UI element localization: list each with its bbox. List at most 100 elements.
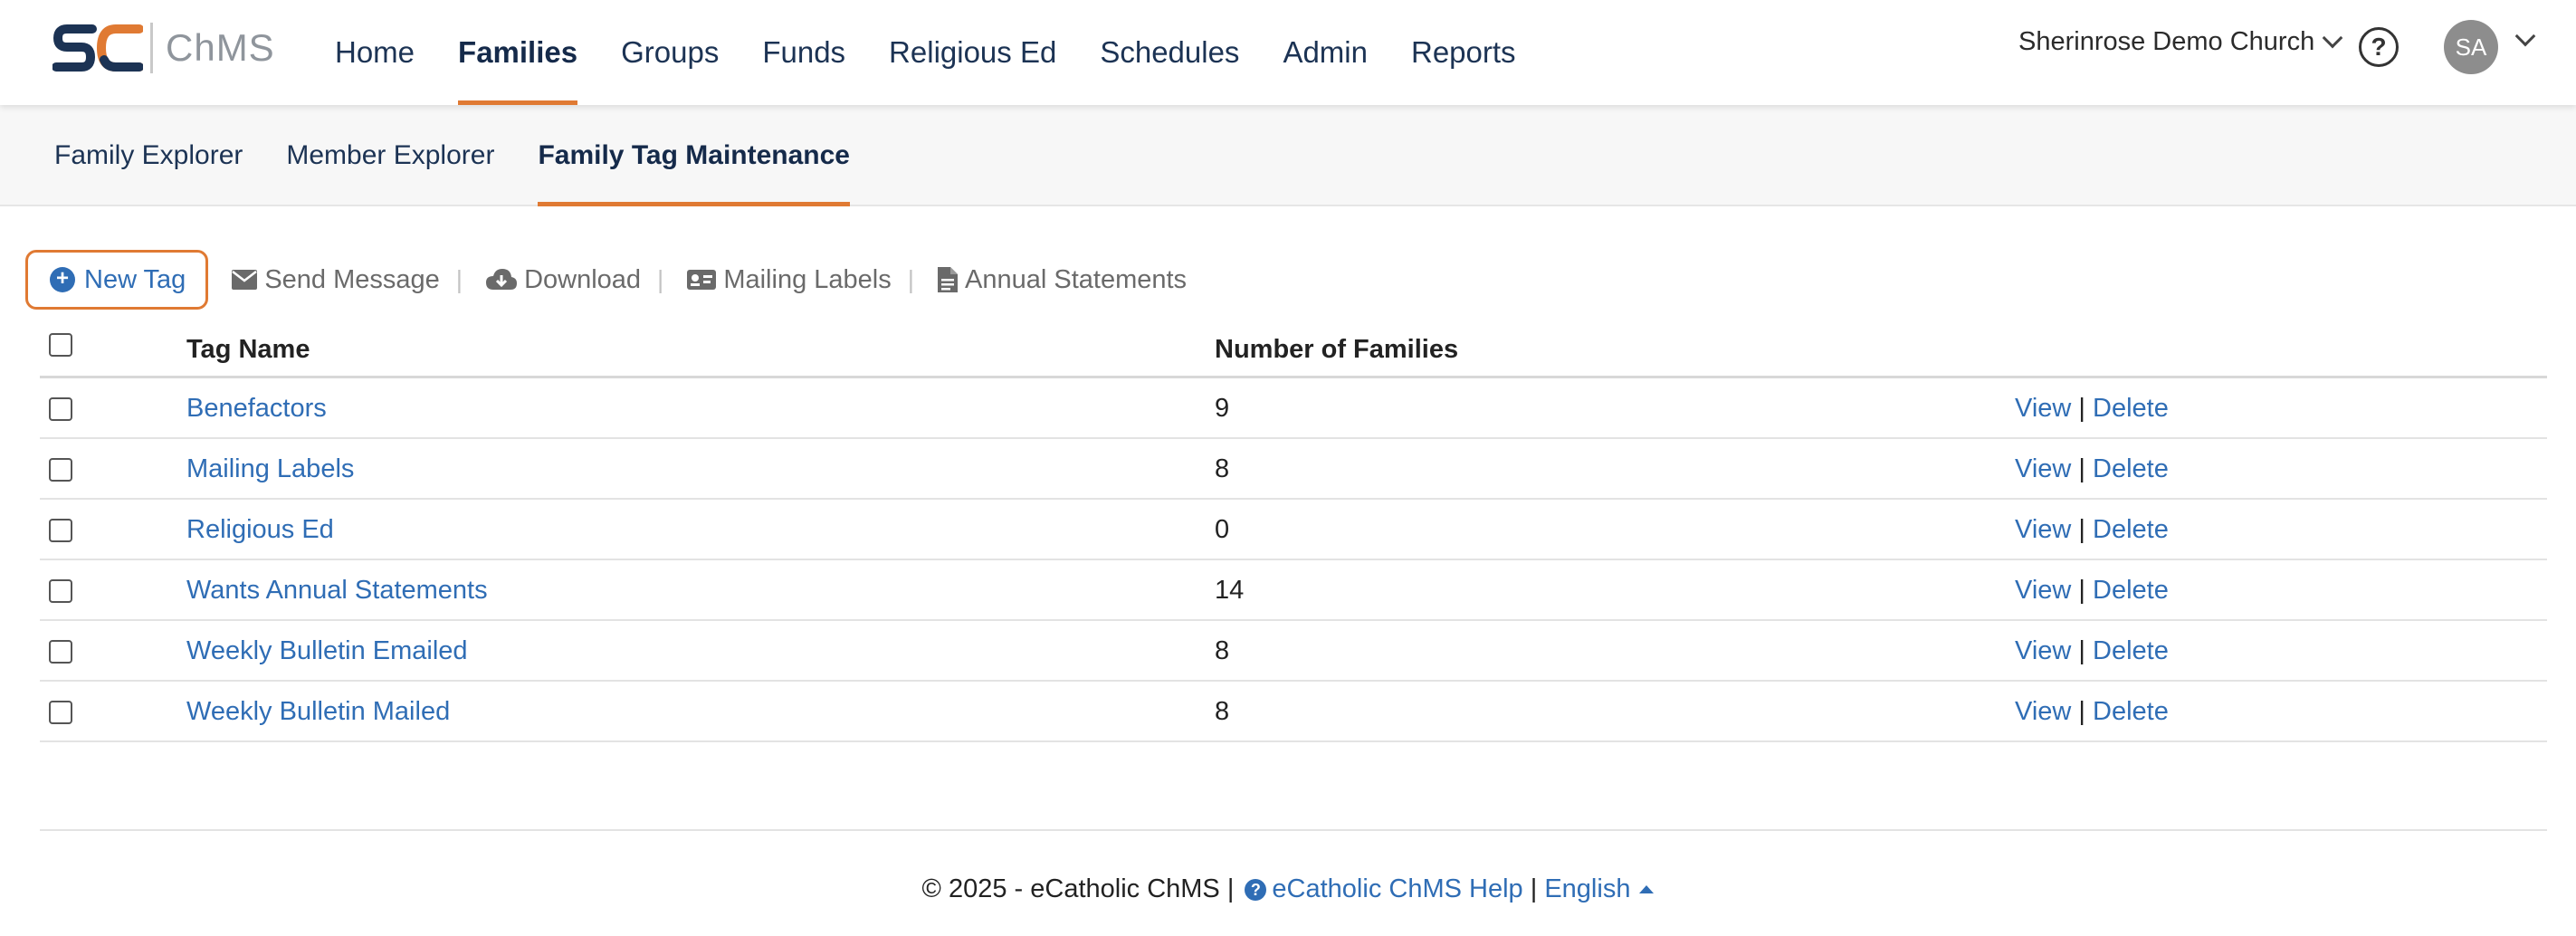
- mailing-labels-label: Mailing Labels: [723, 264, 892, 294]
- view-link[interactable]: View: [2015, 636, 2072, 665]
- new-tag-label: New Tag: [84, 264, 186, 294]
- table-header: Tag Name Number of Families: [40, 317, 2547, 378]
- download-label: Download: [524, 264, 642, 294]
- tag-name-link[interactable]: Wants Annual Statements: [186, 576, 488, 605]
- view-link[interactable]: View: [2015, 576, 2072, 605]
- action-separator: |: [2078, 636, 2085, 665]
- row-checkbox[interactable]: [49, 701, 72, 724]
- logo-divider: [150, 23, 153, 73]
- view-link[interactable]: View: [2015, 697, 2072, 726]
- action-separator: |: [2078, 515, 2085, 544]
- help-link[interactable]: eCatholic ChMS Help: [1272, 874, 1523, 903]
- action-separator: |: [2078, 576, 2085, 605]
- avatar[interactable]: SA: [2444, 20, 2498, 74]
- delete-link[interactable]: Delete: [2093, 636, 2169, 665]
- nav-schedules[interactable]: Schedules: [1100, 35, 1240, 69]
- tags-table: Tag Name Number of Families Benefactors …: [40, 317, 2547, 742]
- table-row: Religious Ed 0 View | Delete: [40, 500, 2547, 560]
- family-count: 8: [1215, 636, 1230, 665]
- tab-family-tag-maintenance[interactable]: Family Tag Maintenance: [538, 105, 850, 206]
- nav-groups[interactable]: Groups: [621, 35, 720, 69]
- nav-admin[interactable]: Admin: [1283, 35, 1368, 69]
- header-tag-name[interactable]: Tag Name: [186, 335, 310, 364]
- delete-link[interactable]: Delete: [2093, 697, 2169, 726]
- toolbar-separator: |: [455, 265, 463, 293]
- ecatholic-logo-icon: [52, 24, 143, 72]
- tag-name-link[interactable]: Benefactors: [186, 394, 327, 423]
- row-actions: View | Delete: [2015, 636, 2169, 666]
- language-selector[interactable]: English: [1544, 874, 1655, 903]
- row-checkbox[interactable]: [49, 458, 72, 482]
- nav-funds[interactable]: Funds: [762, 35, 846, 69]
- app-logo[interactable]: ChMS: [52, 20, 275, 76]
- row-actions: View | Delete: [2015, 454, 2169, 484]
- language-label: English: [1544, 874, 1631, 903]
- table-row: Mailing Labels 8 View | Delete: [40, 439, 2547, 500]
- delete-link[interactable]: Delete: [2093, 576, 2169, 605]
- delete-link[interactable]: Delete: [2093, 454, 2169, 483]
- sub-navigation: Family Explorer Member Explorer Family T…: [0, 105, 2576, 206]
- row-actions: View | Delete: [2015, 576, 2169, 606]
- nav-home[interactable]: Home: [335, 35, 415, 69]
- row-checkbox[interactable]: [49, 579, 72, 603]
- action-separator: |: [2078, 454, 2085, 483]
- family-count: 14: [1215, 576, 1245, 605]
- family-count: 9: [1215, 394, 1230, 423]
- action-separator: |: [2078, 697, 2085, 726]
- tag-name-link[interactable]: Weekly Bulletin Emailed: [186, 636, 468, 665]
- header-number-of-families[interactable]: Number of Families: [1215, 335, 1459, 364]
- new-tag-button[interactable]: + New Tag: [25, 250, 209, 310]
- help-icon[interactable]: ?: [2359, 27, 2399, 67]
- address-card-icon: [687, 270, 717, 290]
- table-row: Wants Annual Statements 14 View | Delete: [40, 560, 2547, 621]
- table-row: Weekly Bulletin Mailed 8 View | Delete: [40, 682, 2547, 742]
- chevron-down-icon: [2322, 27, 2343, 48]
- top-navigation: ChMS Home Families Groups Funds Religiou…: [0, 0, 2576, 105]
- row-checkbox[interactable]: [49, 397, 72, 421]
- row-actions: View | Delete: [2015, 394, 2169, 424]
- envelope-icon: [232, 270, 258, 290]
- toolbar-separator: |: [657, 265, 664, 293]
- main-nav: Home Families Groups Funds Religious Ed …: [335, 0, 1560, 105]
- annual-statements-label: Annual Statements: [965, 264, 1188, 294]
- toolbar: + New Tag Send Message | Download | Mail…: [25, 250, 1187, 310]
- tab-member-explorer[interactable]: Member Explorer: [286, 140, 495, 170]
- document-icon: [938, 267, 958, 292]
- church-selector[interactable]: Sherinrose Demo Church: [2018, 27, 2343, 57]
- table-row: Benefactors 9 View | Delete: [40, 378, 2547, 439]
- tag-name-link[interactable]: Weekly Bulletin Mailed: [186, 697, 451, 726]
- send-message-button[interactable]: Send Message: [232, 264, 440, 295]
- copyright-text: © 2025 - eCatholic ChMS |: [921, 874, 1235, 903]
- annual-statements-button[interactable]: Annual Statements: [938, 265, 1187, 295]
- delete-link[interactable]: Delete: [2093, 515, 2169, 544]
- tag-name-link[interactable]: Mailing Labels: [186, 454, 355, 483]
- caret-up-icon: [1639, 885, 1655, 893]
- chevron-down-icon[interactable]: [2514, 25, 2536, 47]
- nav-reports[interactable]: Reports: [1410, 35, 1516, 69]
- delete-link[interactable]: Delete: [2093, 394, 2169, 423]
- cloud-download-icon: [486, 268, 518, 291]
- family-count: 8: [1215, 454, 1230, 483]
- nav-families[interactable]: Families: [458, 0, 578, 105]
- view-link[interactable]: View: [2015, 515, 2072, 544]
- plus-circle-icon: +: [50, 267, 75, 292]
- download-button[interactable]: Download: [486, 265, 641, 295]
- select-all-checkbox[interactable]: [49, 333, 72, 357]
- table-row: Weekly Bulletin Emailed 8 View | Delete: [40, 621, 2547, 682]
- footer-separator: |: [1530, 874, 1538, 903]
- row-actions: View | Delete: [2015, 697, 2169, 727]
- toolbar-separator: |: [907, 265, 914, 293]
- row-checkbox[interactable]: [49, 640, 72, 664]
- tag-name-link[interactable]: Religious Ed: [186, 515, 334, 544]
- nav-religious-ed[interactable]: Religious Ed: [889, 35, 1057, 69]
- footer: © 2025 - eCatholic ChMS | ? eCatholic ChM…: [0, 874, 2576, 904]
- row-actions: View | Delete: [2015, 515, 2169, 545]
- mailing-labels-button[interactable]: Mailing Labels: [687, 264, 892, 295]
- family-count: 8: [1215, 697, 1230, 726]
- row-checkbox[interactable]: [49, 519, 72, 542]
- tab-family-explorer[interactable]: Family Explorer: [54, 140, 243, 170]
- church-name: Sherinrose Demo Church: [2018, 27, 2315, 56]
- view-link[interactable]: View: [2015, 394, 2072, 423]
- view-link[interactable]: View: [2015, 454, 2072, 483]
- send-message-label: Send Message: [264, 264, 440, 294]
